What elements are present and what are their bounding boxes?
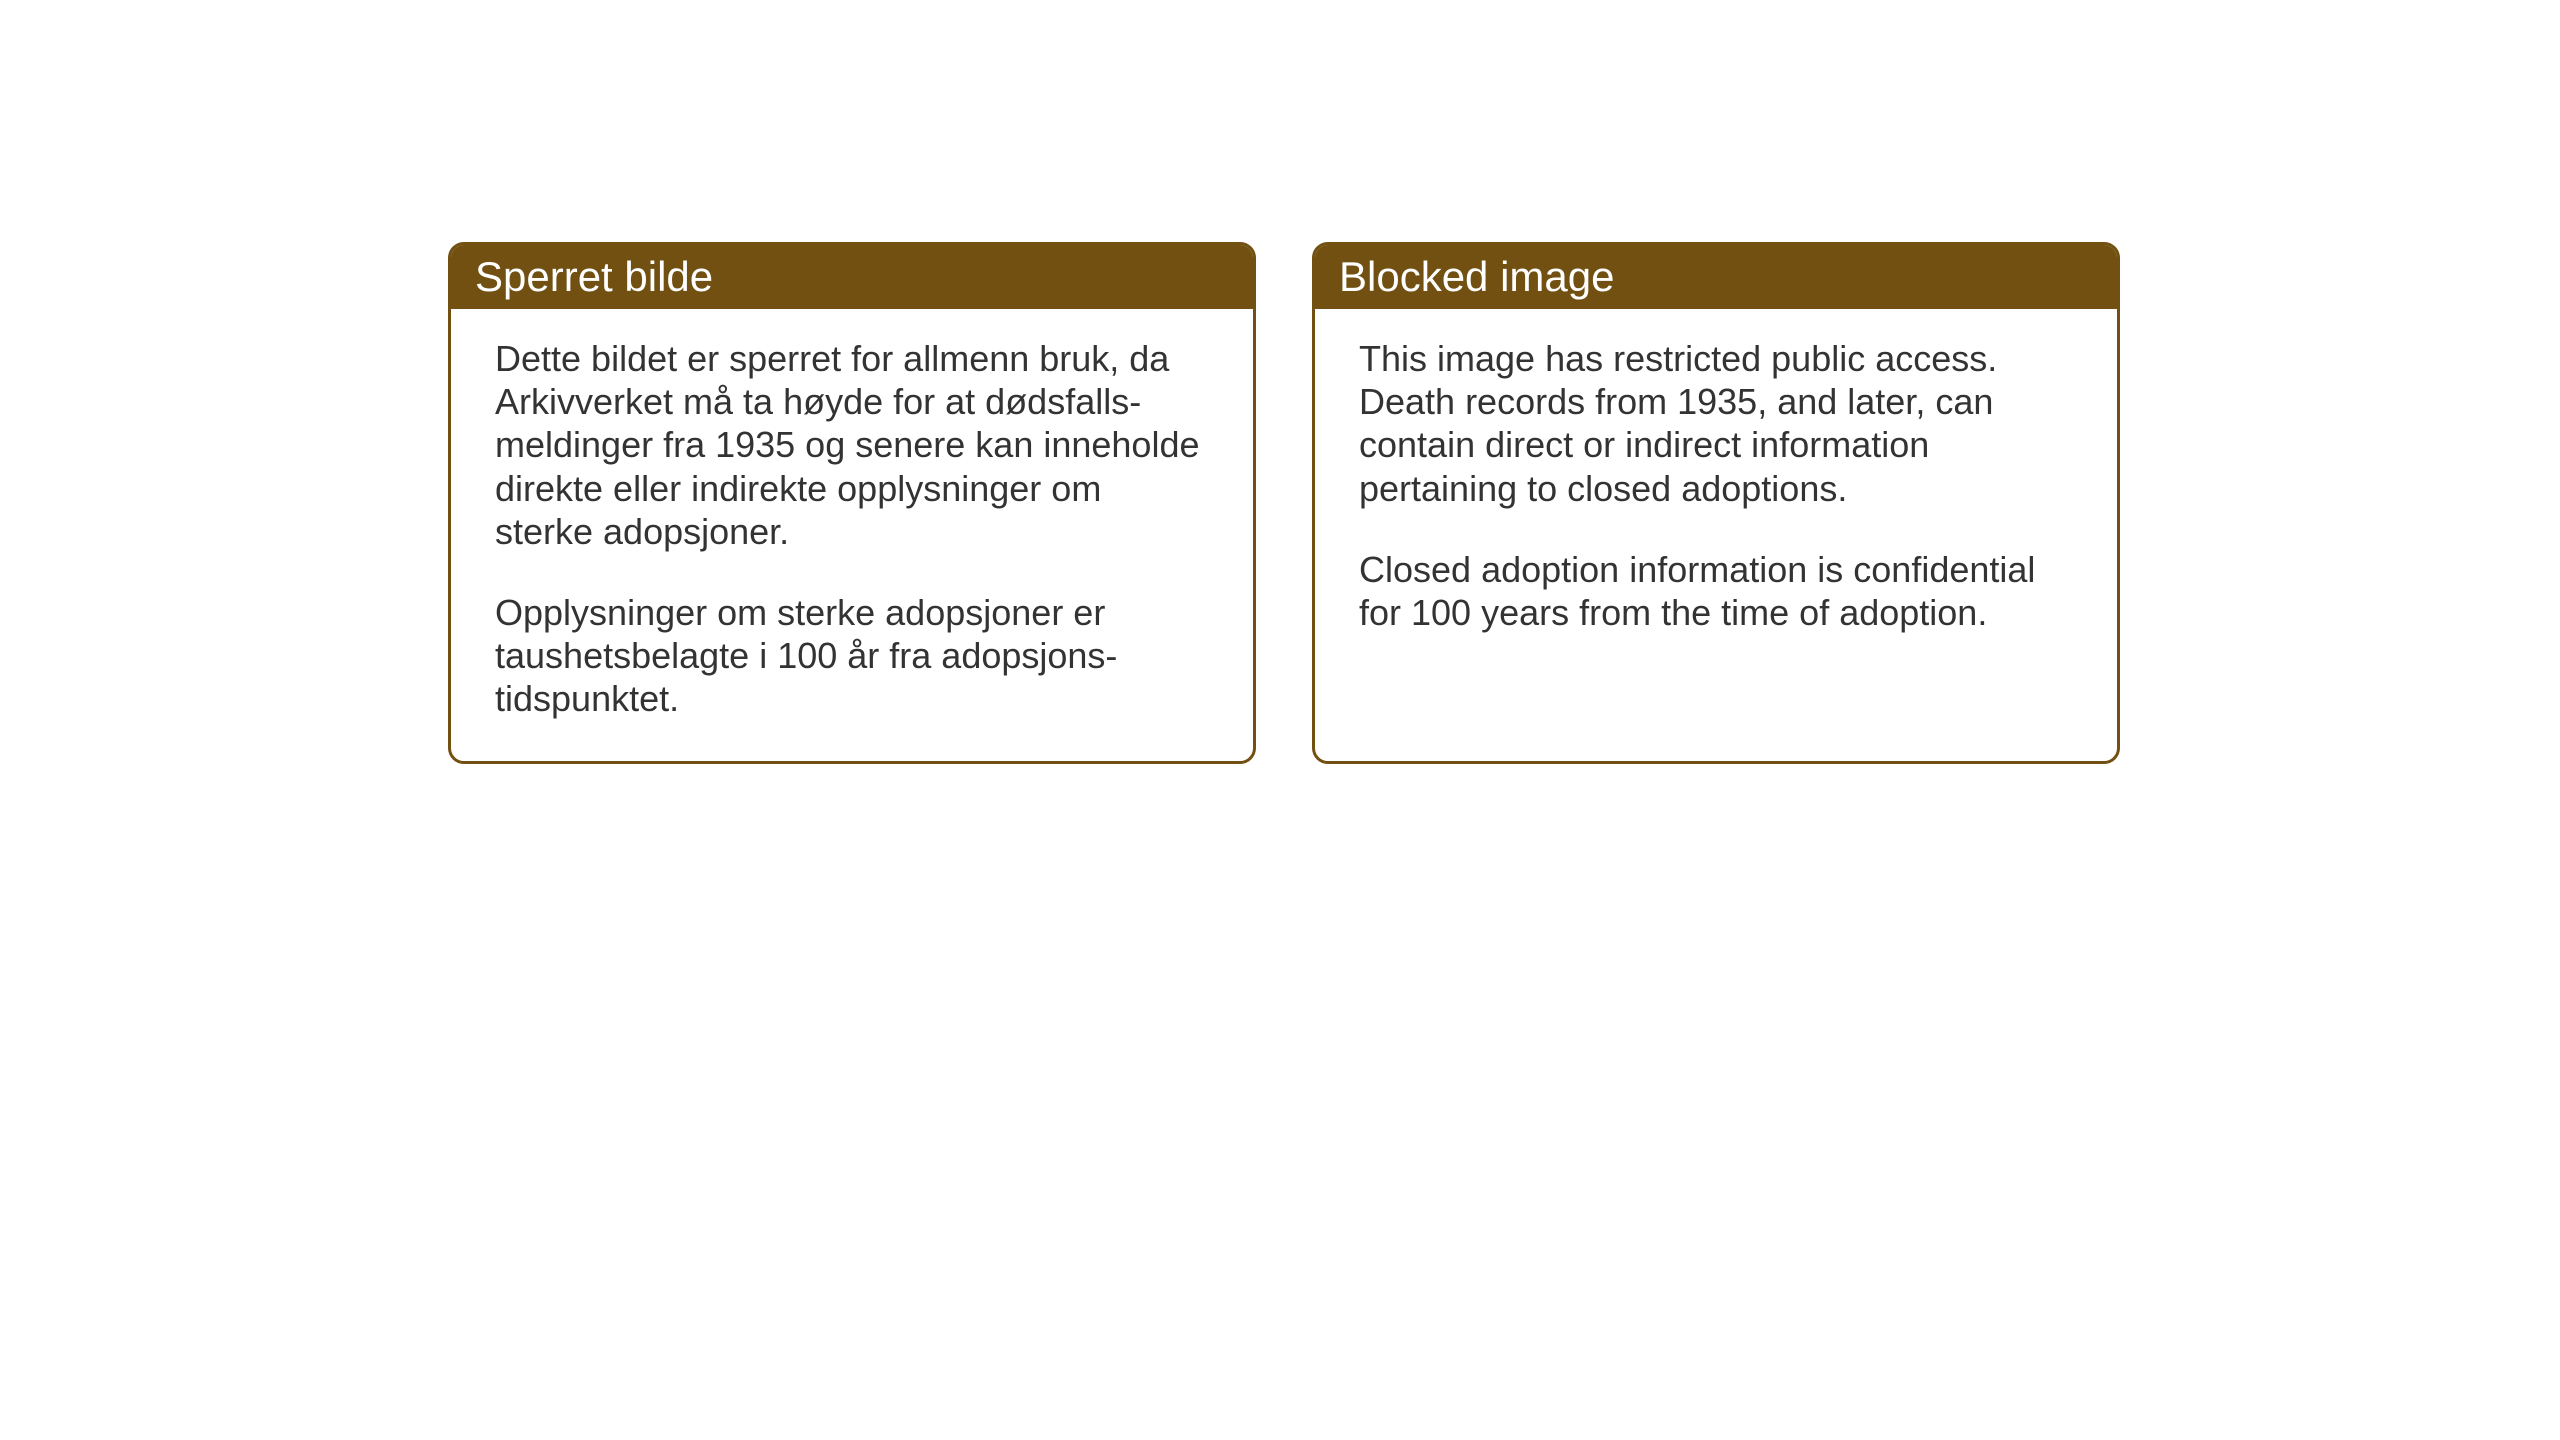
card-paragraph-2-english: Closed adoption information is confident… (1359, 548, 2073, 634)
card-paragraph-2-norwegian: Opplysninger om sterke adopsjoner er tau… (495, 591, 1209, 721)
card-title-english: Blocked image (1339, 253, 1614, 300)
notice-card-english: Blocked image This image has restricted … (1312, 242, 2120, 764)
card-body-english: This image has restricted public access.… (1315, 309, 2117, 720)
card-paragraph-1-english: This image has restricted public access.… (1359, 337, 2073, 510)
card-title-norwegian: Sperret bilde (475, 253, 713, 300)
notice-container: Sperret bilde Dette bildet er sperret fo… (448, 242, 2120, 764)
card-header-norwegian: Sperret bilde (451, 245, 1253, 309)
card-header-english: Blocked image (1315, 245, 2117, 309)
card-paragraph-1-norwegian: Dette bildet er sperret for allmenn bruk… (495, 337, 1209, 553)
card-body-norwegian: Dette bildet er sperret for allmenn bruk… (451, 309, 1253, 761)
notice-card-norwegian: Sperret bilde Dette bildet er sperret fo… (448, 242, 1256, 764)
